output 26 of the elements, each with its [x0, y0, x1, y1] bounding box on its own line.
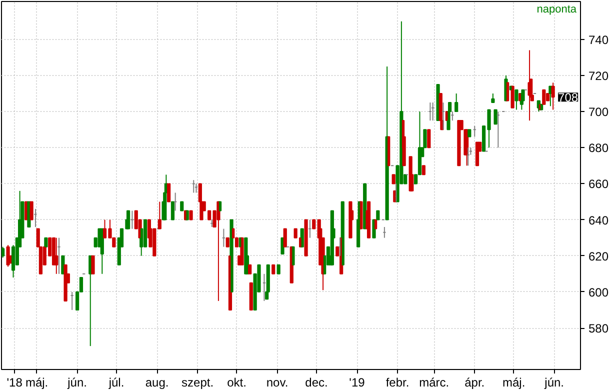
y-tick-label: 580 [588, 322, 609, 336]
y-tick-label: 620 [588, 249, 609, 264]
y-tick-label: 700 [588, 105, 609, 120]
x-tick-label: máj. [502, 376, 526, 390]
x-tick-label: nov. [266, 376, 288, 390]
x-tick-label: febr. [386, 376, 410, 390]
y-tick-label: 600 [588, 285, 609, 300]
y-tick-label: 660 [588, 177, 609, 192]
x-tick-label: okt. [227, 376, 246, 390]
y-tick-label: 680 [588, 141, 609, 156]
x-tick-label: aug. [145, 376, 169, 390]
annotation: naponta [536, 4, 578, 16]
x-tick-label: júl. [108, 376, 124, 390]
annotation: 708 [558, 90, 578, 105]
x-tick-label: jún. [66, 376, 87, 390]
x-tick-label: '18 [6, 376, 23, 390]
y-tick-label: 740 [588, 32, 609, 47]
x-tick-label: dec. [305, 376, 328, 390]
x-tick-label: ápr. [464, 376, 485, 390]
y-tick-label: 640 [588, 213, 609, 228]
x-tick-label: máj. [25, 376, 48, 390]
x-tick-label: jún. [544, 376, 564, 390]
x-tick-label: szept. [182, 376, 214, 390]
x-tick-label: '19 [349, 376, 366, 390]
y-tick-label: 720 [588, 68, 609, 83]
x-tick-label: márc. [419, 376, 450, 390]
